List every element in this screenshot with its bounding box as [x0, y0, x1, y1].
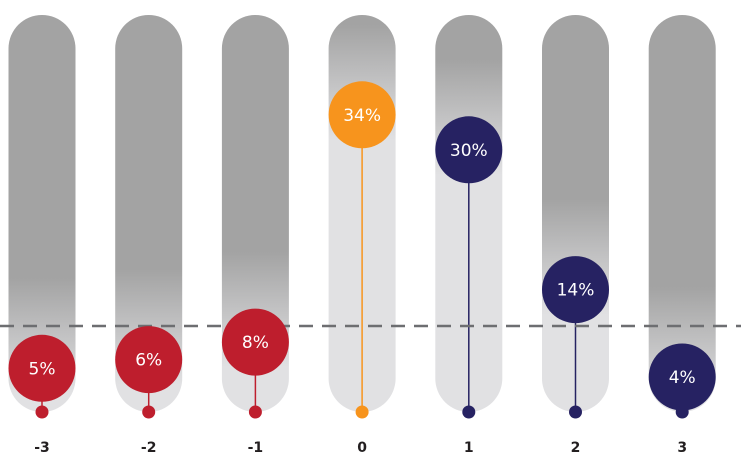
value-bubble--2	[115, 326, 183, 394]
track--3	[8, 15, 76, 412]
value-label-2: 14%	[557, 281, 595, 301]
base-dot--3	[35, 405, 49, 419]
category-label--2: -2	[141, 440, 157, 456]
value-label-0: 34%	[343, 106, 381, 126]
value-bubble-2	[542, 256, 609, 324]
track--1	[221, 15, 289, 412]
base-dot-1	[462, 405, 476, 419]
category-label-2: 2	[571, 440, 581, 456]
value-bubble--1	[221, 308, 289, 376]
track--2	[115, 15, 183, 412]
value-label--3: 5%	[29, 359, 56, 379]
value-bubble-3	[648, 343, 716, 411]
value-label-1: 30%	[450, 141, 488, 161]
category-label--3: -3	[34, 440, 50, 456]
x-axis-labels: -3 -2 -1 0 1 2 3	[34, 440, 687, 456]
base-dot--2	[142, 405, 156, 419]
value-label--2: 6%	[135, 351, 162, 371]
category-label-1: 1	[464, 440, 474, 456]
base-dot--1	[248, 405, 262, 419]
base-dot-2	[569, 405, 582, 419]
value-label--1: 8%	[242, 333, 269, 353]
base-dot-0	[355, 405, 369, 419]
track-3	[648, 15, 716, 412]
category-label-3: 3	[677, 440, 687, 456]
value-bubble-1	[435, 116, 503, 184]
value-bubbles-layer: 5% 6% 8% 34% 30% 14% 4%	[8, 81, 716, 419]
value-label-3: 4%	[669, 368, 696, 388]
category-label--1: -1	[248, 440, 264, 456]
value-bubble--3	[8, 334, 76, 402]
category-label-0: 0	[357, 440, 367, 456]
value-bubble-0	[328, 81, 396, 149]
